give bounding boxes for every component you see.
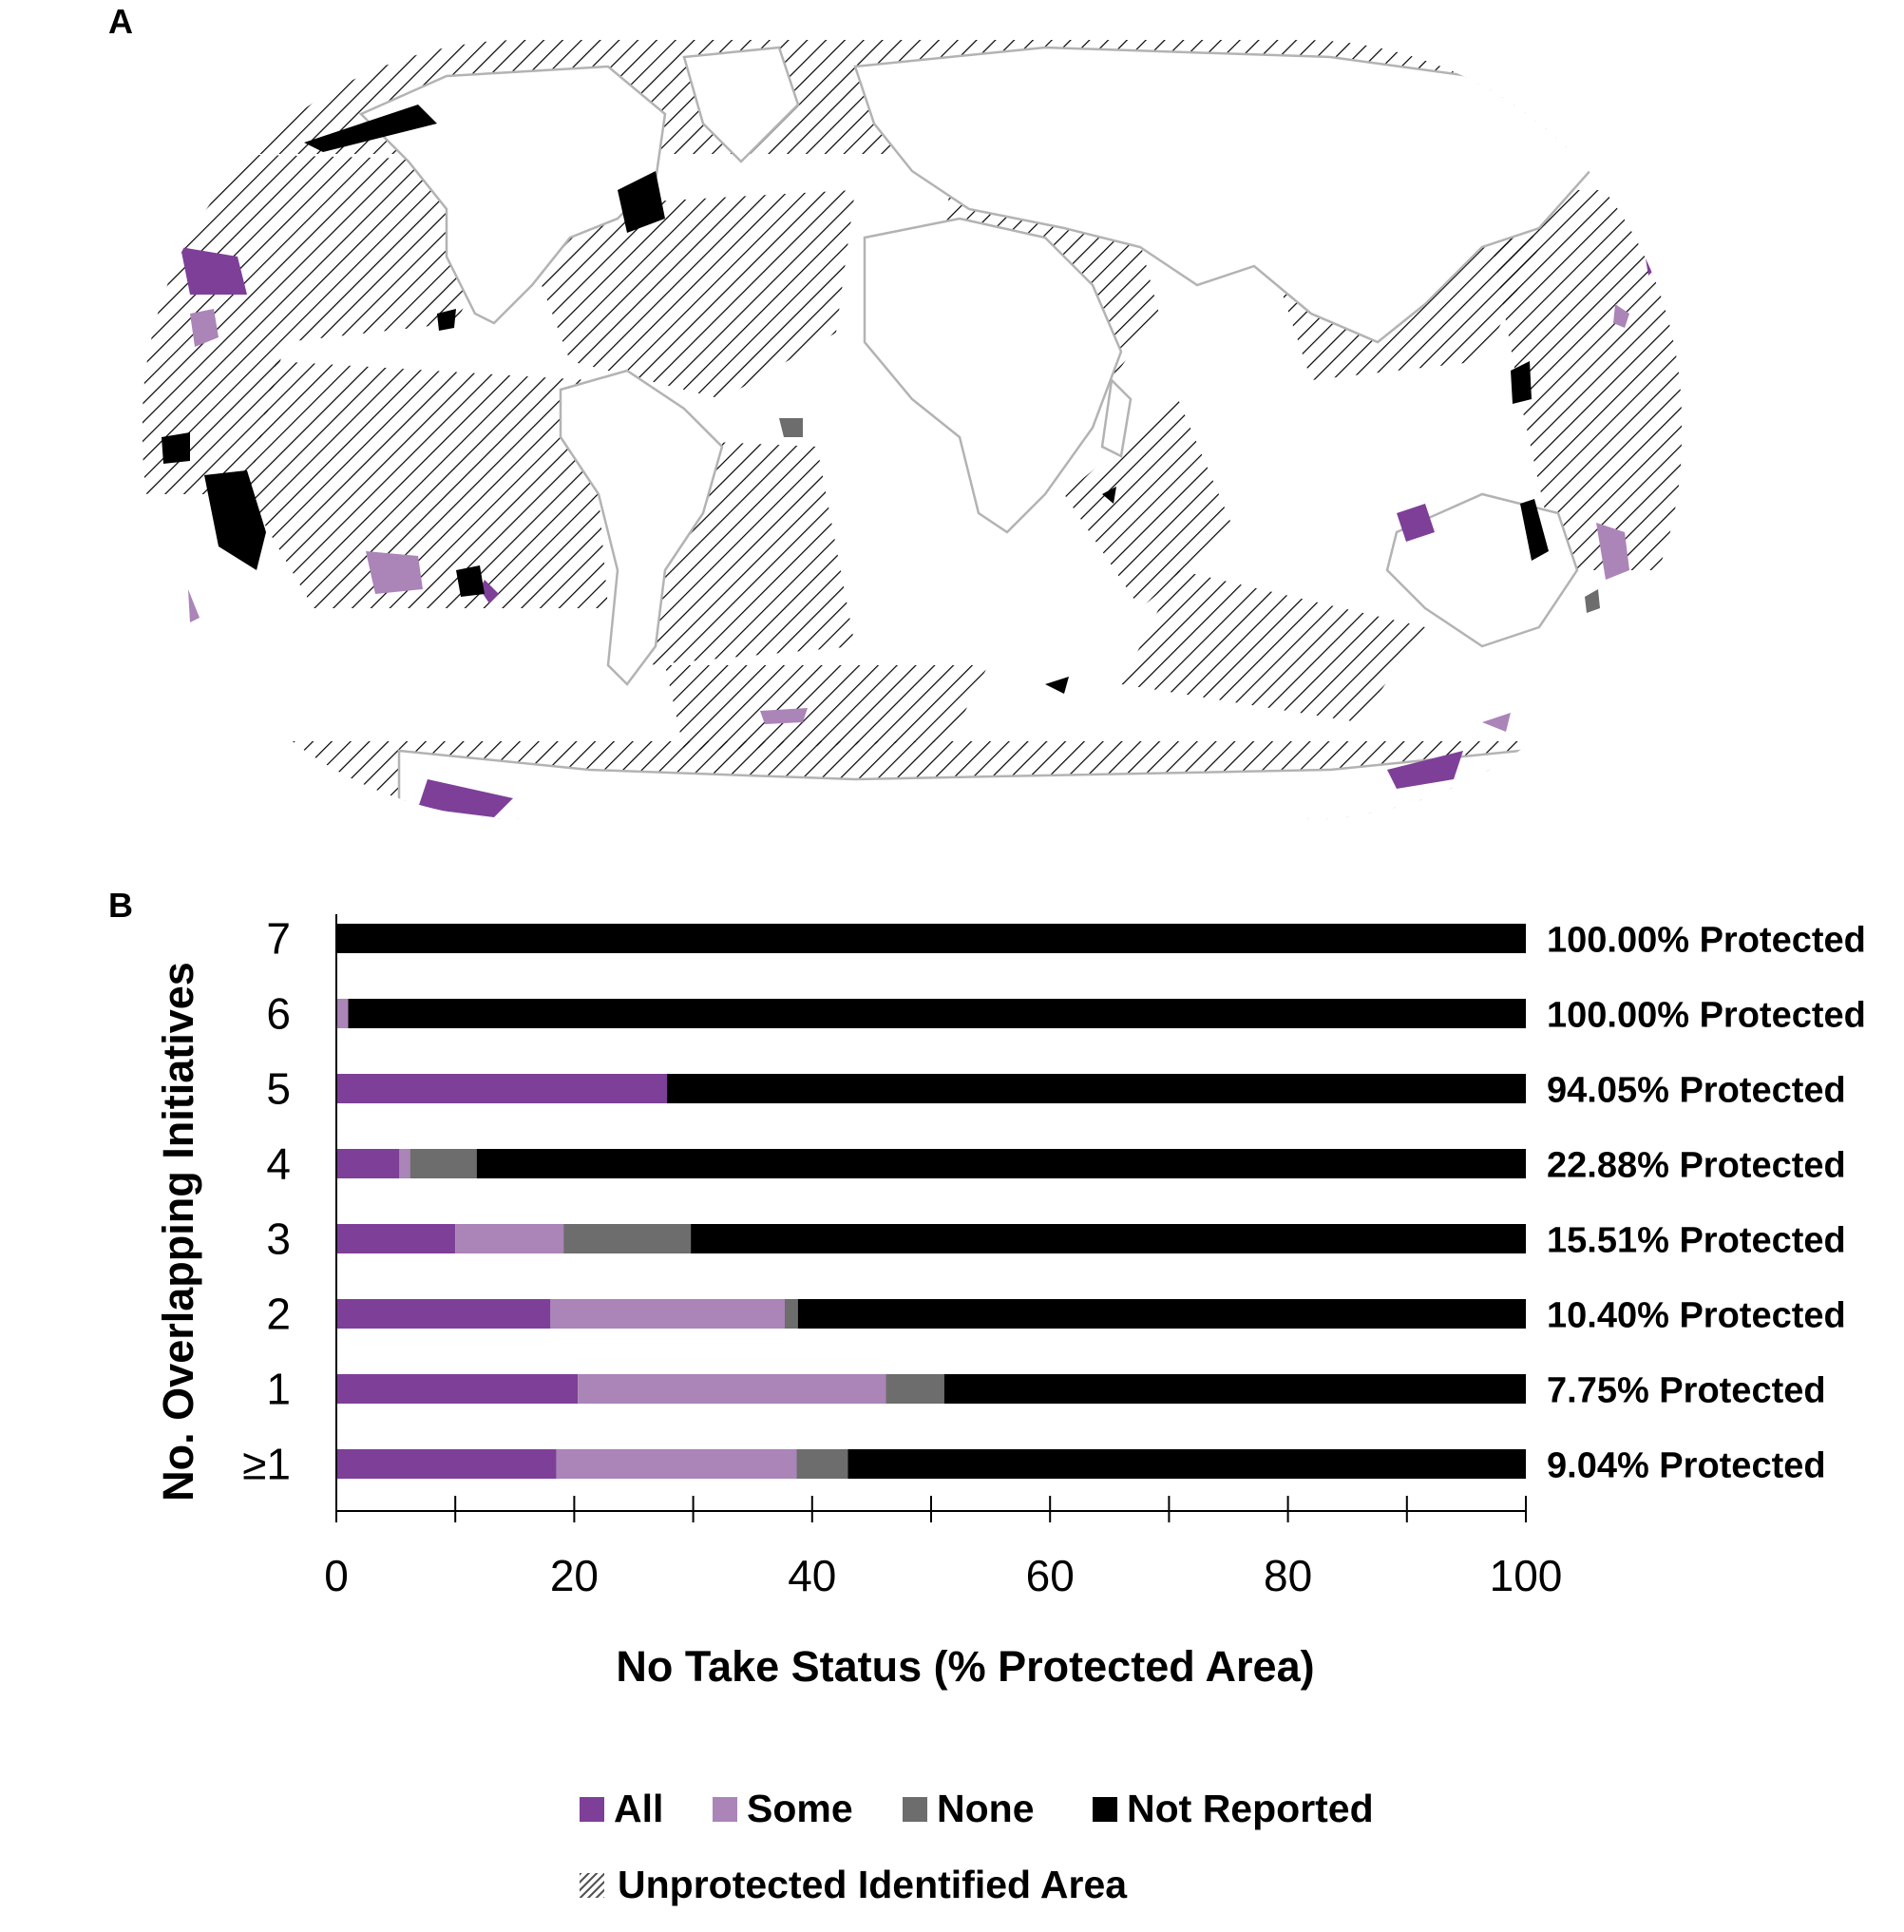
- category-label-7: ≥1: [242, 1440, 291, 1489]
- legend-label-none: None: [937, 1787, 1035, 1830]
- bar-segment-all-6: [336, 1374, 579, 1404]
- bar-segment-some-7: [556, 1449, 797, 1479]
- bar-segment-some-6: [578, 1374, 886, 1404]
- bar-annotation-1: 100.00% Protected: [1547, 996, 1866, 1036]
- y-axis-label: No. Overlapping Initiatives: [154, 962, 202, 1502]
- bar-segment-all-5: [336, 1299, 551, 1329]
- x-tick-label-60: 60: [1026, 1551, 1075, 1600]
- bar-segment-some-4: [455, 1224, 564, 1253]
- world-map: [143, 40, 1682, 819]
- legend-swatch-some: [713, 1796, 737, 1822]
- x-tick-labels: 0 20 40 60 80 100: [324, 1551, 1562, 1600]
- legend-item-all: All: [580, 1787, 663, 1831]
- x-tick-label-40: 40: [788, 1551, 836, 1600]
- bar-segment-not-reported-6: [943, 1374, 1526, 1404]
- bar-annotation-4: 15.51% Protected: [1547, 1221, 1846, 1261]
- category-label-0: 7: [266, 914, 291, 964]
- legend-item-not-reported: Not Reported: [1093, 1787, 1374, 1831]
- bar-annotation-3: 22.88% Protected: [1547, 1146, 1846, 1186]
- bar-segment-none-4: [563, 1224, 692, 1253]
- legend-label-some: Some: [747, 1787, 853, 1830]
- bar-segment-not-reported-1: [348, 999, 1526, 1028]
- bar-annotation-6: 7.75% Protected: [1547, 1371, 1826, 1411]
- bar-annotation-5: 10.40% Protected: [1547, 1296, 1846, 1336]
- bar-segment-not-reported-7: [847, 1449, 1526, 1479]
- x-tick-label-100: 100: [1490, 1551, 1563, 1600]
- panel-label-b: B: [108, 886, 133, 925]
- annotation-labels: 100.00% Protected 100.00% Protected 94.05%…: [1547, 921, 1866, 1486]
- category-label-5: 2: [266, 1290, 291, 1339]
- legend-swatch-hatch-icon: [580, 1872, 604, 1898]
- legend-swatch-not-reported: [1093, 1796, 1117, 1822]
- bar-segment-all-2: [336, 1074, 668, 1103]
- category-label-6: 1: [266, 1365, 291, 1414]
- protected-areas-none: [779, 418, 1600, 613]
- category-label-1: 6: [266, 989, 291, 1039]
- category-label-3: 4: [266, 1139, 291, 1189]
- category-label-2: 5: [266, 1064, 291, 1114]
- bar-segment-some-1: [336, 999, 349, 1028]
- legend-item-unprotected: Unprotected Identified Area: [580, 1863, 1127, 1907]
- bar-segment-none-6: [885, 1374, 944, 1404]
- panel-label-a: A: [108, 2, 133, 41]
- bar-segment-none-5: [785, 1299, 798, 1329]
- bar-segment-all-4: [336, 1224, 456, 1253]
- bar-segment-not-reported-0: [336, 924, 1526, 953]
- bar-segment-none-7: [796, 1449, 848, 1479]
- bar-annotation-7: 9.04% Protected: [1547, 1446, 1826, 1486]
- bar-segment-none-3: [409, 1149, 477, 1178]
- axis-layer: [335, 914, 1527, 1522]
- bar-segment-all-7: [336, 1449, 557, 1479]
- x-tick-label-80: 80: [1264, 1551, 1312, 1600]
- bar-segment-not-reported-5: [797, 1299, 1526, 1329]
- bar-annotation-0: 100.00% Protected: [1547, 921, 1866, 961]
- x-tick-label-0: 0: [324, 1551, 349, 1600]
- bar-segment-all-3: [336, 1149, 400, 1178]
- bar-segment-not-reported-3: [476, 1149, 1527, 1178]
- legend-swatch-none: [903, 1796, 927, 1822]
- bar-segment-some-3: [399, 1149, 410, 1178]
- x-tick-label-20: 20: [550, 1551, 599, 1600]
- bars-layer: [336, 924, 1527, 1479]
- x-axis-label: No Take Status (% Protected Area): [616, 1642, 1315, 1691]
- bar-segment-not-reported-4: [691, 1224, 1526, 1253]
- legend-label-unprotected: Unprotected Identified Area: [618, 1863, 1128, 1906]
- bar-annotation-2: 94.05% Protected: [1547, 1071, 1846, 1111]
- legend-item-none: None: [903, 1787, 1035, 1831]
- protected-areas-not-reported: [162, 105, 1549, 694]
- bar-segment-not-reported-2: [667, 1074, 1526, 1103]
- category-label-4: 3: [266, 1215, 291, 1264]
- legend-swatch-all: [580, 1796, 604, 1822]
- protected-areas-some: [188, 304, 1629, 732]
- bar-segment-some-5: [550, 1299, 786, 1329]
- legend-label-all: All: [614, 1787, 664, 1830]
- legend: All Some None Not Reported Unprotected I…: [580, 1787, 1530, 1929]
- category-labels: 7 6 5 4 3 2 1 ≥1: [242, 914, 291, 1489]
- legend-label-not-reported: Not Reported: [1127, 1787, 1374, 1830]
- protected-areas-all: [181, 247, 1658, 817]
- legend-item-some: Some: [713, 1787, 853, 1831]
